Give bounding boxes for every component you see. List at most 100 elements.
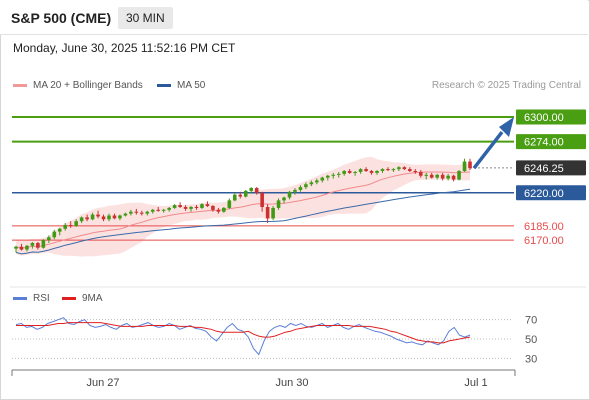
candle-body xyxy=(271,207,275,219)
forecast-arrow-head xyxy=(499,117,514,138)
candle-body xyxy=(304,184,308,188)
candle-body xyxy=(211,206,215,210)
level-label-6300.00: 6300.00 xyxy=(524,112,564,124)
rsi-ma-line xyxy=(16,322,471,344)
ma50-swatch xyxy=(157,84,171,87)
candle-body xyxy=(462,161,467,172)
candle-body xyxy=(293,189,297,192)
candle-body xyxy=(118,215,122,219)
rsi-tick-30: 30 xyxy=(525,353,537,365)
instrument-title: S&P 500 (CME) xyxy=(11,10,112,26)
bollinger-swatch xyxy=(13,84,27,87)
candle-body xyxy=(63,224,68,229)
candle-body xyxy=(183,206,188,209)
candle-body xyxy=(457,171,461,180)
legend-ma50: MA 50 xyxy=(157,80,205,91)
candles-group xyxy=(14,158,472,253)
candle-body xyxy=(358,169,363,172)
chart-header: S&P 500 (CME) 30 MIN xyxy=(0,0,588,35)
candle-body xyxy=(418,171,423,176)
timeframe-button[interactable]: 30 MIN xyxy=(118,7,173,29)
candle-body xyxy=(287,191,292,198)
candle-body xyxy=(429,174,434,178)
candle-body xyxy=(336,173,341,175)
candle-body xyxy=(57,228,62,232)
candle-body xyxy=(386,169,390,171)
legend-bollinger: MA 20 + Bollinger Bands xyxy=(13,80,143,91)
candle-body xyxy=(41,240,46,248)
candle-body xyxy=(30,242,35,246)
candle-body xyxy=(161,209,166,211)
candle-body xyxy=(369,171,374,173)
candle-body xyxy=(315,180,319,183)
candle-body xyxy=(391,169,396,171)
candle-body xyxy=(156,209,161,211)
rsi-ma-label: 9MA xyxy=(82,293,103,304)
candle-body xyxy=(216,209,221,212)
level-tag-6274.00 xyxy=(516,134,586,150)
rsi-ma-swatch xyxy=(62,297,76,300)
x-tick-label: Jun 27 xyxy=(86,377,119,389)
legend-rsi: RSI xyxy=(13,293,50,304)
candle-body xyxy=(243,190,248,197)
candle-body xyxy=(134,211,139,213)
candle-body xyxy=(232,194,237,201)
candle-body xyxy=(276,200,281,208)
candle-body xyxy=(265,206,270,219)
candle-body xyxy=(238,194,243,197)
candle-body xyxy=(331,174,336,176)
candle-body xyxy=(205,204,210,207)
candle-body xyxy=(79,217,84,222)
candle-body xyxy=(74,221,78,226)
level-label-6246.25: 6246.25 xyxy=(524,163,564,175)
ma50-label: MA 50 xyxy=(177,80,206,91)
candle-body xyxy=(380,169,385,172)
candle-body xyxy=(101,216,106,220)
candle-body xyxy=(19,246,24,250)
x-tick-label: Jul 1 xyxy=(464,377,487,389)
candle-body xyxy=(375,171,379,173)
rsi-tick-70: 70 xyxy=(525,315,537,327)
candle-body xyxy=(440,174,445,179)
candle-body xyxy=(424,174,429,176)
candle-body xyxy=(85,217,89,220)
level-label-6220.00: 6220.00 xyxy=(524,188,564,200)
candle-body xyxy=(260,192,264,207)
level-tag-6300.00 xyxy=(516,109,586,125)
candle-body xyxy=(14,246,18,249)
candle-body xyxy=(178,205,182,207)
candle-body xyxy=(446,175,450,179)
candle-body xyxy=(468,161,472,169)
candle-body xyxy=(325,175,330,178)
candle-body xyxy=(402,167,407,170)
candle-body xyxy=(397,167,401,170)
candle-body xyxy=(227,200,232,208)
research-credit: Research © 2025 Trading Central xyxy=(431,80,581,91)
candle-body xyxy=(342,171,346,174)
candle-body xyxy=(25,245,29,250)
level-tag-6220.00 xyxy=(516,185,586,201)
candle-body xyxy=(298,187,303,190)
candle-body xyxy=(52,231,57,238)
candle-body xyxy=(320,177,325,181)
candle-body xyxy=(112,215,117,219)
forecast-arrow-shaft xyxy=(472,130,504,170)
candle-body xyxy=(353,171,357,173)
level-label-6185.00: 6185.00 xyxy=(524,221,564,233)
candle-body xyxy=(413,171,418,173)
rsi-swatch xyxy=(13,297,27,300)
candle-body xyxy=(347,171,352,173)
candle-body xyxy=(364,169,368,172)
level-label-6274.00: 6274.00 xyxy=(524,137,564,149)
candle-body xyxy=(36,242,40,248)
rsi-label: RSI xyxy=(33,293,50,304)
rsi-line xyxy=(15,317,471,356)
legend-rsi-ma: 9MA xyxy=(62,293,103,304)
candle-body xyxy=(150,209,155,212)
candle-body xyxy=(408,169,412,172)
candle-body xyxy=(451,175,456,180)
candle-body xyxy=(68,224,73,226)
candle-body xyxy=(309,182,314,185)
ma20-line xyxy=(15,171,471,249)
